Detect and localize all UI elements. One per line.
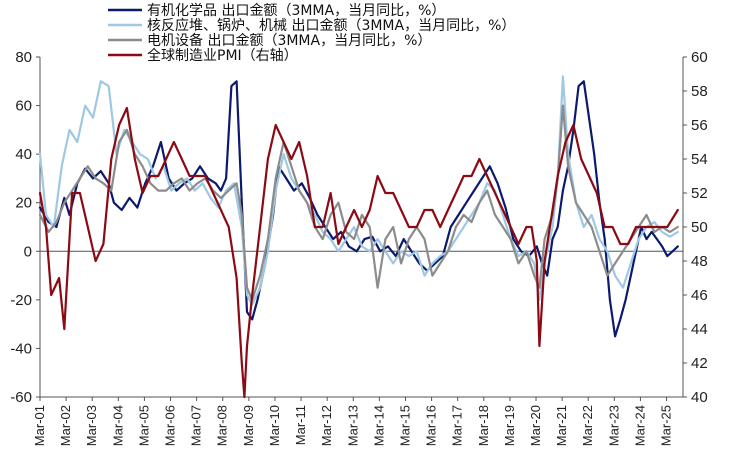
x-tick-label: Mar-18 (476, 405, 491, 446)
x-tick-label: Mar-01 (32, 405, 47, 446)
left-y-tick-label: -40 (10, 340, 32, 357)
x-tick-label: Mar-12 (319, 405, 334, 446)
left-y-tick-label: 80 (15, 49, 32, 66)
x-tick-label: Mar-10 (267, 405, 282, 446)
x-tick-label: Mar-24 (632, 405, 647, 446)
x-tick-label: Mar-13 (345, 405, 360, 446)
right-y-tick-label: 42 (691, 355, 708, 372)
series-line-2 (38, 75, 679, 306)
x-tick-label: Mar-09 (241, 405, 256, 446)
x-tick-label: Mar-11 (293, 405, 308, 445)
x-tick-label: Mar-16 (424, 405, 439, 446)
x-tick-label: Mar-19 (502, 405, 517, 446)
right-y-tick-label: 40 (691, 389, 708, 406)
series-line-1 (38, 80, 679, 338)
left-y-tick-label: -20 (10, 292, 32, 309)
x-tick-label: Mar-04 (110, 405, 125, 446)
right-y-tick-label: 52 (691, 185, 708, 202)
right-y-tick-label: 58 (691, 83, 708, 100)
x-tick-label: Mar-05 (136, 405, 151, 446)
right-y-tick-label: 50 (691, 219, 708, 236)
x-tick-label: Mar-06 (163, 405, 178, 446)
x-tick-label: Mar-02 (58, 405, 73, 446)
legend-label-4: 全球制造业PMI（右轴） (147, 47, 298, 64)
x-tick-label: Mar-20 (528, 405, 543, 446)
right-y-tick-label: 60 (691, 49, 708, 66)
x-tick-label: Mar-23 (606, 405, 621, 446)
x-tick-label: Mar-14 (371, 405, 386, 446)
x-tick-label: Mar-07 (189, 405, 204, 446)
x-tick-label: Mar-22 (580, 405, 595, 446)
legend-label-2: 核反应堆、锅炉、机械 出口金额（3MMA，当月同比，%） (147, 17, 515, 34)
legend: 有机化学品 出口金额（3MMA，当月同比，%）核反应堆、锅炉、机械 出口金额（3… (108, 3, 515, 64)
left-y-tick-label: 20 (15, 195, 32, 212)
legend-label-3: 电机设备 出口金额（3MMA，当月同比，%） (147, 32, 431, 49)
x-tick-label: Mar-03 (84, 405, 99, 446)
right-y-tick-label: 48 (691, 253, 708, 270)
x-tick-label: Mar-21 (554, 405, 569, 446)
legend-label-1: 有机化学品 出口金额（3MMA，当月同比，%） (147, 3, 445, 19)
left-y-tick-label: 60 (15, 98, 32, 115)
series-layer (38, 75, 679, 399)
right-y-tick-label: 56 (691, 117, 708, 134)
x-tick-label: Mar-08 (215, 405, 230, 446)
right-y-tick-label: 54 (691, 151, 708, 168)
left-y-tick-label: 0 (24, 243, 32, 260)
right-y-tick-label: 46 (691, 287, 708, 304)
x-tick-label: Mar-17 (450, 405, 465, 446)
right-y-tick-label: 44 (691, 321, 708, 338)
x-tick-label: Mar-25 (659, 405, 674, 446)
x-tick-label: Mar-15 (397, 405, 412, 446)
series-line-3 (38, 104, 679, 301)
axes: -60 -40 -20 0 20 40 60 80 40 42 44 46 48 50 52 54 56 58 60… (10, 49, 707, 446)
series-line-4 (38, 106, 679, 399)
left-y-tick-label: -60 (10, 389, 32, 406)
left-y-tick-label: 40 (15, 146, 32, 163)
